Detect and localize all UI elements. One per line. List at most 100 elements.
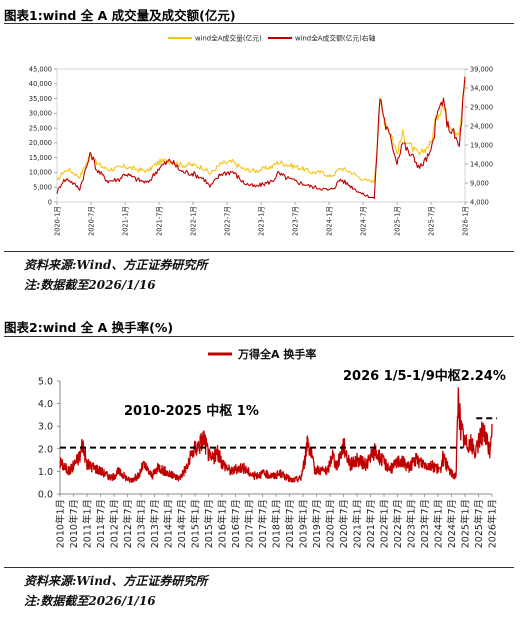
c2-x-tick-label: 2021年1月 xyxy=(351,499,363,548)
c2-y-axis-labels: 0.0 1.0 2.0 3.0 4.0 5.0 xyxy=(38,377,53,501)
c1-left-tick-label: 10,000 xyxy=(29,169,52,177)
c1-left-tick-label: 40,000 xyxy=(29,80,52,88)
c2-x-tick-label: 2017年7月 xyxy=(257,499,269,548)
c1-left-tick-label: 30,000 xyxy=(29,110,52,118)
figure1-top-rule xyxy=(4,23,514,24)
c1-x-tick-label: 2022-1月 xyxy=(189,206,197,236)
volume-chart: wind全A成交量(亿元) wind全A成交额(亿元)右轴 0 5,000 10,0… xyxy=(29,34,493,236)
c1-left-tick-label: 5,000 xyxy=(33,184,52,192)
c1-x-tick-label: 2024-7月 xyxy=(359,206,367,236)
c2-x-tick-label: 2017年1月 xyxy=(243,499,255,548)
annotation-2026-center: 2026 1/5-1/9中枢2.24% xyxy=(343,368,506,384)
c2-x-tick-label: 2015年7月 xyxy=(203,499,215,548)
c2-x-tick-label: 2023年1月 xyxy=(405,499,417,548)
figure1-title: 图表1:wind 全 A 成交量及成交额(亿元) xyxy=(4,8,236,23)
c2-x-tick-label: 2016年7月 xyxy=(230,499,242,548)
c2-x-tick-label: 2014年7月 xyxy=(176,499,188,548)
c1-left-tick-label: 25,000 xyxy=(29,124,52,132)
c2-legend: 万得全A 换手率 xyxy=(208,347,316,361)
c1-x-tick-label: 2020-1月 xyxy=(53,206,61,236)
c1-left-tick-label: 15,000 xyxy=(29,154,52,162)
c1-right-tick-label: 34,000 xyxy=(470,84,493,92)
c2-x-tick-label: 2018年1月 xyxy=(270,499,282,548)
legend-turnover-label: wind全A成交额(亿元)右轴 xyxy=(295,34,376,43)
c2-x-tick-label: 2022年1月 xyxy=(378,499,390,548)
c2-y-tick-label: 5.0 xyxy=(38,377,53,388)
c2-y-tick-label: 2.0 xyxy=(38,444,53,455)
c1-axes xyxy=(54,68,468,205)
c2-x-tick-label: 2013年1月 xyxy=(135,499,147,548)
figure2-title: 图表2:wind 全 A 换手率(%) xyxy=(4,320,174,335)
c1-x-tick-label: 2023-7月 xyxy=(291,206,299,236)
c2-x-axis-labels: 2010年1月 2010年7月 2011年1月 2011年7月 2012年1月 2012年… xyxy=(54,499,498,548)
c2-x-tick-label: 2025年1月 xyxy=(459,499,471,548)
c2-x-tick-label: 2025年7月 xyxy=(473,499,485,548)
c2-x-tick-label: 2015年1月 xyxy=(189,499,201,548)
c2-x-tick-label: 2024年1月 xyxy=(432,499,444,548)
c1-right-tick-label: 9,000 xyxy=(470,179,489,187)
legend-volume-label: wind全A成交量(亿元) xyxy=(195,34,262,43)
c1-right-tick-label: 19,000 xyxy=(470,141,493,149)
annotation-2010-2025-center: 2010-2025 中枢 1% xyxy=(124,403,259,419)
c2-x-tick-label: 2020年1月 xyxy=(324,499,336,548)
c2-x-tick-label: 2016年1月 xyxy=(216,499,228,548)
c1-left-tick-label: 45,000 xyxy=(29,65,52,73)
figure1-bottom-rule xyxy=(4,251,514,252)
c2-x-tick-label: 2010年1月 xyxy=(54,499,66,548)
figure2-note: 注:数据截至2026/1/16 xyxy=(24,594,156,608)
c2-x-tick-label: 2019年7月 xyxy=(311,499,323,548)
c1-x-tick-label: 2024-1月 xyxy=(325,206,333,236)
c1-right-tick-label: 24,000 xyxy=(470,122,493,130)
c2-x-tick-label: 2013年7月 xyxy=(149,499,161,548)
turnover-rate-line xyxy=(59,387,493,484)
c2-x-tick-label: 2012年1月 xyxy=(108,499,120,548)
c2-y-tick-label: 4.0 xyxy=(38,399,53,410)
c2-x-tick-label: 2022年7月 xyxy=(392,499,404,548)
c1-x-tick-label: 2022-7月 xyxy=(223,206,231,236)
c2-x-tick-label: 2011年1月 xyxy=(81,499,93,548)
c2-x-tick-label: 2024年7月 xyxy=(446,499,458,548)
figure2-bottom-rule xyxy=(4,567,514,568)
c1-x-tick-label: 2020-7月 xyxy=(87,206,95,236)
c1-left-tick-label: 35,000 xyxy=(29,95,52,103)
c2-x-tick-label: 2021年7月 xyxy=(365,499,377,548)
c2-series xyxy=(59,387,497,484)
c1-right-tick-label: 4,000 xyxy=(470,198,489,206)
c1-right-tick-label: 39,000 xyxy=(470,65,493,73)
c2-x-tick-label: 2019年1月 xyxy=(297,499,309,548)
figure2-source: 资料来源:Wind、方正证券研究所 xyxy=(24,574,208,588)
c1-series xyxy=(56,76,466,200)
c2-y-tick-label: 3.0 xyxy=(38,422,53,433)
c1-legend: wind全A成交量(亿元) wind全A成交额(亿元)右轴 xyxy=(168,34,376,43)
c2-x-tick-label: 2010年7月 xyxy=(68,499,80,548)
c2-x-tick-label: 2020年7月 xyxy=(338,499,350,548)
turnover-chart: 万得全A 换手率 2026 1/5-1/9中枢2.24% 2010-2025 中… xyxy=(38,347,506,548)
figure2-top-rule xyxy=(4,336,514,337)
c2-y-tick-label: 1.0 xyxy=(38,467,53,478)
c1-left-axis-labels: 0 5,000 10,000 15,000 20,000 25,000 30,000 35,0… xyxy=(29,65,52,206)
c1-left-tick-label: 20,000 xyxy=(29,139,52,147)
volume-series-line xyxy=(56,80,466,183)
c2-x-tick-label: 2026年1月 xyxy=(486,499,498,548)
c1-right-axis-labels: 4,000 9,000 14,000 19,000 24,000 29,000 34,000… xyxy=(470,65,493,206)
c1-x-tick-label: 2025-1月 xyxy=(393,206,401,236)
c2-y-tick-label: 0.0 xyxy=(38,490,53,501)
c2-x-tick-label: 2011年7月 xyxy=(95,499,107,548)
c1-right-tick-label: 14,000 xyxy=(470,160,493,168)
c1-x-axis-labels: 2020-1月 2020-7月 2021-1月 2021-7月 2022-1月 2022-… xyxy=(53,206,469,236)
c2-x-tick-label: 2014年1月 xyxy=(162,499,174,548)
legend-rate-label: 万得全A 换手率 xyxy=(237,347,316,361)
c1-x-tick-label: 2023-1月 xyxy=(257,206,265,236)
turnover-series-line xyxy=(56,76,466,200)
c1-x-tick-label: 2021-1月 xyxy=(121,206,129,236)
c2-x-tick-label: 2018年7月 xyxy=(284,499,296,548)
c1-left-tick-label: 0 xyxy=(48,198,52,206)
c1-x-tick-label: 2025-7月 xyxy=(427,206,435,236)
figure1-note: 注:数据截至2026/1/16 xyxy=(24,278,156,292)
c1-right-tick-label: 29,000 xyxy=(470,103,493,111)
figure1-source: 资料来源:Wind、方正证券研究所 xyxy=(24,258,208,272)
c1-x-tick-label: 2026-1月 xyxy=(461,206,469,236)
c2-x-tick-label: 2023年7月 xyxy=(419,499,431,548)
c2-axes xyxy=(57,380,493,497)
c1-x-tick-label: 2021-7月 xyxy=(155,206,163,236)
